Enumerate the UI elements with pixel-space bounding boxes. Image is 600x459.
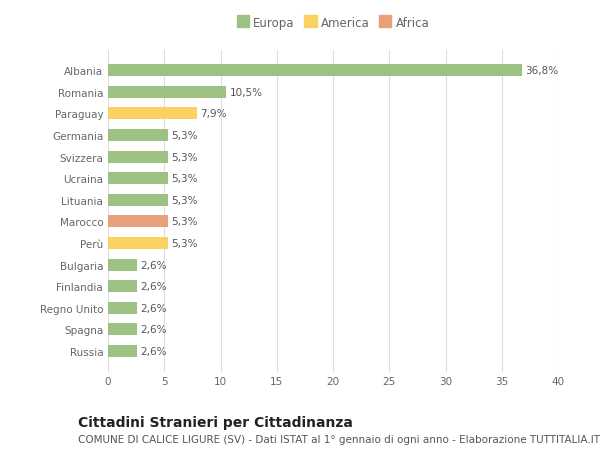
Text: 2,6%: 2,6%: [140, 260, 167, 270]
Text: 7,9%: 7,9%: [200, 109, 227, 119]
Bar: [108, 108, 197, 120]
Bar: [108, 324, 137, 336]
Bar: [108, 195, 167, 206]
Text: 2,6%: 2,6%: [140, 303, 167, 313]
Bar: [108, 216, 167, 228]
Text: 5,3%: 5,3%: [171, 239, 197, 248]
Text: 2,6%: 2,6%: [140, 346, 167, 356]
Bar: [108, 87, 226, 99]
Bar: [108, 302, 137, 314]
Bar: [108, 151, 167, 163]
Text: 5,3%: 5,3%: [171, 174, 197, 184]
Text: COMUNE DI CALICE LIGURE (SV) - Dati ISTAT al 1° gennaio di ogni anno - Elaborazi: COMUNE DI CALICE LIGURE (SV) - Dati ISTA…: [78, 434, 600, 444]
Bar: [108, 259, 137, 271]
Text: 5,3%: 5,3%: [171, 217, 197, 227]
Text: 5,3%: 5,3%: [171, 131, 197, 140]
Text: 5,3%: 5,3%: [171, 196, 197, 205]
Bar: [108, 173, 167, 185]
Text: 2,6%: 2,6%: [140, 282, 167, 291]
Bar: [108, 280, 137, 292]
Bar: [108, 130, 167, 142]
Bar: [108, 345, 137, 357]
Text: Cittadini Stranieri per Cittadinanza: Cittadini Stranieri per Cittadinanza: [78, 415, 353, 429]
Text: 36,8%: 36,8%: [526, 66, 559, 76]
Text: 5,3%: 5,3%: [171, 152, 197, 162]
Bar: [108, 65, 522, 77]
Text: 2,6%: 2,6%: [140, 325, 167, 335]
Legend: Europa, America, Africa: Europa, America, Africa: [235, 15, 431, 32]
Text: 10,5%: 10,5%: [229, 88, 263, 98]
Bar: [108, 238, 167, 249]
